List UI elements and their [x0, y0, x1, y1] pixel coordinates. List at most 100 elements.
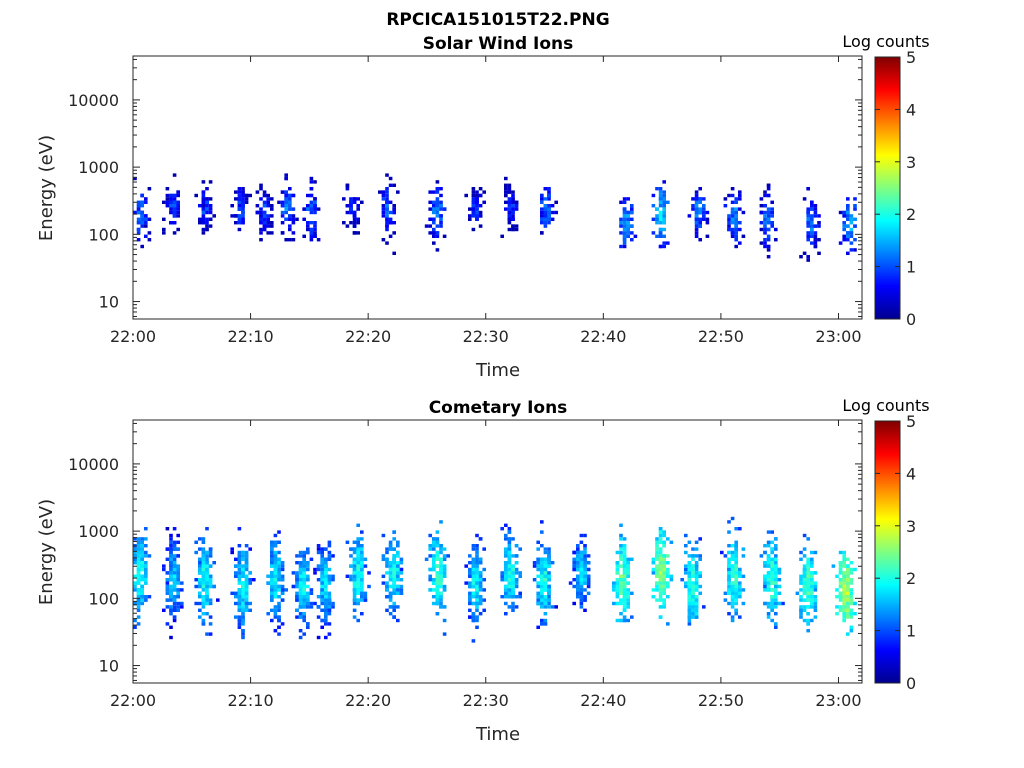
heatmap-cell — [518, 595, 522, 599]
heatmap-cell — [626, 224, 630, 228]
heatmap-cell — [241, 632, 245, 636]
heatmap-cell — [730, 550, 735, 555]
heatmap-cell — [478, 571, 483, 575]
heatmap-cell — [439, 221, 443, 225]
heatmap-cell — [468, 567, 472, 572]
heatmap-cell — [201, 581, 206, 585]
heatmap-cell — [770, 557, 774, 561]
heatmap-cell — [806, 258, 810, 262]
heatmap-cell — [302, 574, 306, 578]
heatmap-cell — [738, 571, 742, 575]
heatmap-cell — [162, 227, 166, 232]
heatmap-cell — [766, 615, 771, 619]
heatmap-cell — [543, 561, 548, 565]
heatmap-cell — [205, 197, 209, 201]
heatmap-cell — [262, 227, 267, 232]
heatmap-cell — [766, 193, 771, 198]
heatmap-cell — [385, 193, 389, 198]
heatmap-cell — [475, 200, 479, 204]
heatmap-cell — [471, 557, 476, 561]
heatmap-cell — [471, 574, 476, 578]
heatmap-cell — [774, 554, 778, 558]
heatmap-cell — [432, 547, 436, 551]
heatmap-cell — [435, 591, 440, 595]
heatmap-cell — [514, 571, 519, 575]
heatmap-cell — [813, 210, 818, 215]
heatmap-cell — [799, 578, 803, 582]
heatmap-cell — [507, 207, 512, 211]
heatmap-cell — [237, 571, 242, 575]
heatmap-cell — [622, 557, 627, 561]
heatmap-cell — [702, 197, 706, 201]
heatmap-cell — [583, 595, 587, 599]
heatmap-cell — [730, 187, 735, 191]
heatmap-cell — [478, 193, 483, 198]
heatmap-cell — [442, 605, 447, 609]
x-tick-label: 22:40 — [580, 327, 626, 346]
heatmap-cell — [230, 591, 234, 595]
heatmap-cell — [298, 550, 303, 555]
heatmap-cell — [806, 567, 810, 572]
heatmap-cell — [802, 533, 807, 538]
heatmap-cell — [543, 224, 548, 228]
heatmap-cell — [385, 571, 389, 575]
heatmap-cell — [626, 221, 630, 225]
heatmap-cell — [144, 537, 148, 541]
heatmap-cell — [579, 540, 584, 544]
heatmap-cell — [770, 530, 774, 534]
colorbar-solar-wind — [874, 56, 901, 320]
heatmap-cell — [622, 554, 627, 558]
heatmap-cell — [241, 584, 245, 589]
heatmap-cell — [507, 578, 512, 582]
heatmap-cell — [694, 193, 699, 198]
heatmap-cell — [435, 224, 440, 228]
heatmap-cell — [705, 217, 710, 221]
heatmap-cell — [320, 557, 324, 561]
heatmap-cell — [511, 554, 515, 558]
x-tick-label: 22:00 — [110, 691, 156, 710]
heatmap-cell — [475, 550, 479, 555]
heatmap-cell — [327, 595, 332, 599]
heatmap-cell — [277, 584, 281, 589]
heatmap-cell — [446, 554, 450, 558]
heatmap-cell — [838, 561, 843, 565]
heatmap-cell — [136, 238, 141, 242]
heatmap-cell — [327, 601, 332, 606]
heatmap-cell — [244, 574, 249, 578]
heatmap-cell — [694, 231, 699, 235]
heatmap-cell — [352, 550, 357, 555]
heatmap-cell — [136, 200, 141, 204]
heatmap-cell — [687, 581, 692, 585]
heatmap-cell — [237, 564, 242, 568]
heatmap-cell — [352, 214, 357, 218]
heatmap-cell — [259, 210, 263, 215]
heatmap-cell — [622, 210, 627, 215]
heatmap-cell — [388, 540, 393, 544]
heatmap-cell — [435, 574, 440, 578]
heatmap-cell — [172, 615, 177, 619]
heatmap-cell — [248, 571, 252, 575]
heatmap-cell — [176, 588, 180, 592]
heatmap-cell — [349, 204, 353, 208]
heatmap-cell — [795, 591, 800, 595]
heatmap-cell — [583, 547, 587, 551]
heatmap-cell — [385, 190, 389, 194]
heatmap-cell — [241, 554, 245, 558]
heatmap-cell — [626, 601, 630, 606]
heatmap-cell — [435, 530, 440, 534]
heatmap-cell — [475, 615, 479, 619]
heatmap-cell — [140, 204, 144, 208]
heatmap-cell — [309, 601, 314, 606]
heatmap-cell — [399, 557, 404, 561]
heatmap-cell — [734, 584, 738, 589]
heatmap-cell — [619, 224, 623, 228]
heatmap-cell — [799, 615, 803, 619]
heatmap-cell — [774, 581, 778, 585]
heatmap-cell — [360, 598, 364, 602]
heatmap-cell — [687, 578, 692, 582]
heatmap-cell — [842, 608, 846, 612]
heatmap-cell — [511, 601, 515, 606]
heatmap-cell — [439, 564, 443, 568]
heatmap-cell — [270, 588, 274, 592]
heatmap-cell — [694, 588, 699, 592]
